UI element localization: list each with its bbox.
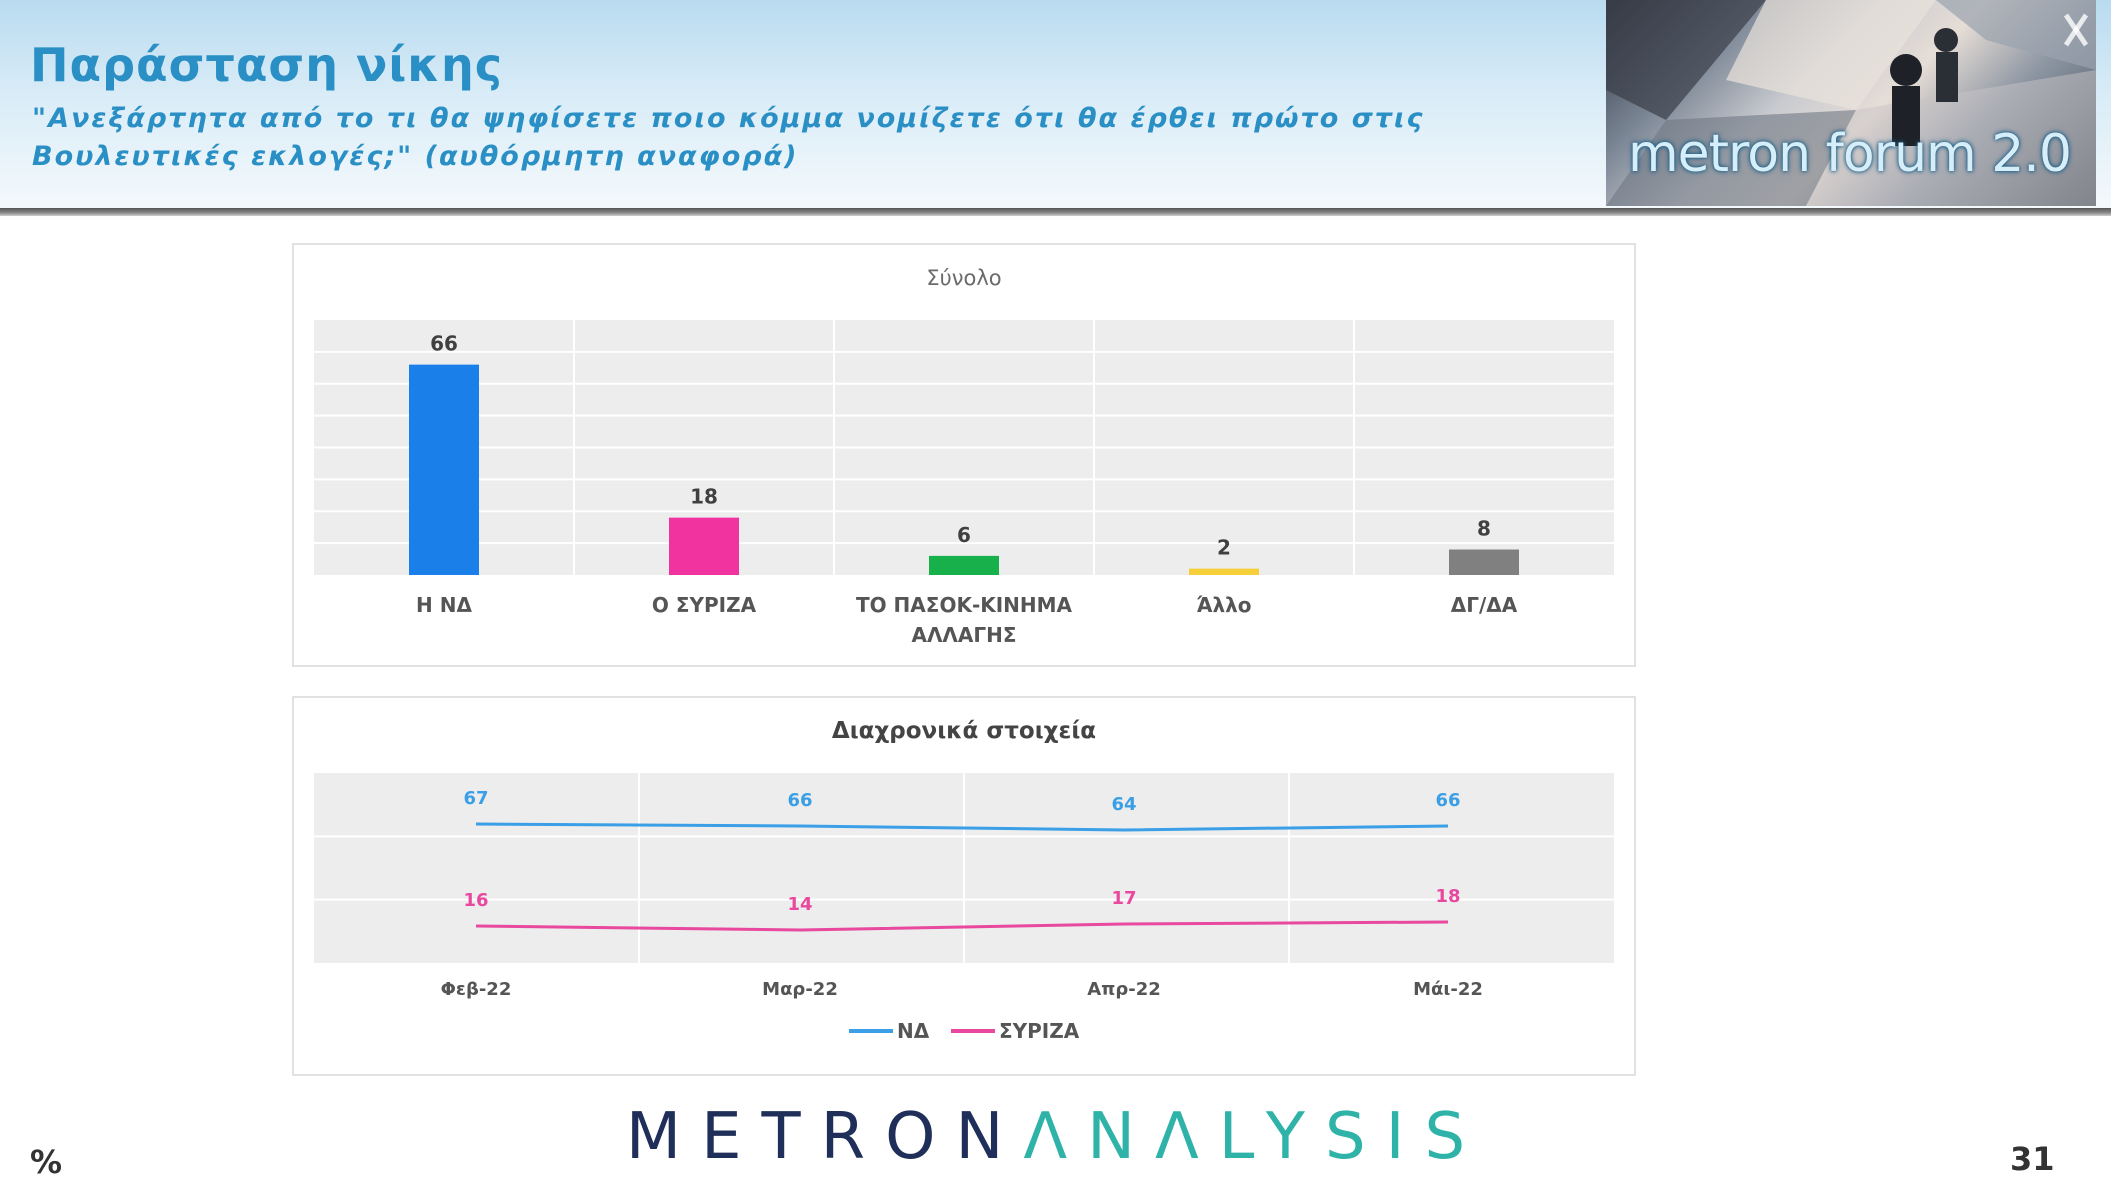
x-tick-label: Φεβ-22: [441, 979, 512, 1000]
bar: [929, 555, 999, 575]
legend-label: ΝΔ: [897, 1019, 930, 1043]
line-chart-panel: Διαχρονικά στοιχεία 67 66 64 66 16 14 17 18 Φεβ-2…: [292, 696, 1636, 1076]
bar-chart: Σύνολο 66 Η ΝΔ 18 Ο ΣΥΡΙΖΑ 6 ΤΟ ΠΑΣΟΚ-ΚΙΝΗΜΑ ΑΛ…: [314, 266, 1614, 647]
percent-sign: %: [30, 1143, 63, 1181]
line-data-label: 14: [787, 894, 812, 915]
line-data-label: 66: [787, 790, 812, 811]
bar-chart-title: Σύνολο: [926, 266, 1001, 290]
bar: [1189, 568, 1259, 575]
series-line-nd: [475, 822, 1449, 832]
bar: [1449, 549, 1519, 575]
bar: [409, 364, 479, 575]
x-tick-label: Μάι-22: [1413, 979, 1483, 1000]
bar-data-label: 66: [430, 332, 458, 356]
line-data-label: 66: [1435, 790, 1460, 811]
line-chart: Διαχρονικά στοιχεία 67 66 64 66 16 14 17 18 Φεβ-2…: [314, 718, 1614, 1043]
slide-title: Παράσταση νίκης: [30, 38, 503, 92]
metron-forum-photo: metron forum 2.0: [1606, 0, 2096, 206]
bar-data-label: 18: [690, 485, 718, 509]
category-label: Άλλο: [1197, 593, 1252, 617]
photo-geometry: [1606, 0, 2096, 206]
slide-subtitle: "Ανεξάρτητα από το τι θα ψηφίσετε ποιο κ…: [32, 103, 1425, 172]
line-data-label: 17: [1111, 888, 1136, 909]
header-divider: [0, 208, 2111, 216]
category-label: Ο ΣΥΡΙΖΑ: [652, 593, 757, 617]
line-chart-title: Διαχρονικά στοιχεία: [832, 718, 1096, 744]
line-data-label: 64: [1111, 794, 1136, 815]
line-data-label: 18: [1435, 886, 1460, 907]
legend-label: ΣΥΡΙΖΑ: [999, 1019, 1080, 1043]
category-label: ΔΓ/ΔΑ: [1451, 593, 1518, 617]
line-data-label: 67: [463, 788, 488, 809]
page-number: 31: [2010, 1140, 2055, 1178]
bar-data-label: 2: [1217, 536, 1231, 560]
bar: [669, 517, 739, 575]
bar-chart-panel: Σύνολο 66 Η ΝΔ 18 Ο ΣΥΡΙΖΑ 6 ΤΟ ΠΑΣΟΚ-ΚΙΝΗΜΑ ΑΛ…: [292, 243, 1636, 667]
category-label: Η ΝΔ: [416, 593, 472, 617]
photo-label: metron forum 2.0: [1628, 124, 2072, 184]
bar-data-label: 8: [1477, 517, 1491, 541]
x-tick-label: Απρ-22: [1087, 979, 1161, 1000]
brand-part1: METRON: [625, 1100, 1024, 1174]
line-data-label: 16: [463, 890, 488, 911]
x-tick-label: Μαρ-22: [762, 979, 838, 1000]
category-label: ΤΟ ΠΑΣΟΚ-ΚΙΝΗΜΑ ΑΛΛΑΓΗΣ: [856, 593, 1073, 647]
brand-part2: ΛNΛLYSIS: [1023, 1100, 1486, 1174]
series-line-syriza: [475, 920, 1449, 932]
metron-analysis-logo: METRONΛNΛLYSIS: [0, 1100, 2111, 1174]
bar-data-label: 6: [957, 523, 971, 547]
